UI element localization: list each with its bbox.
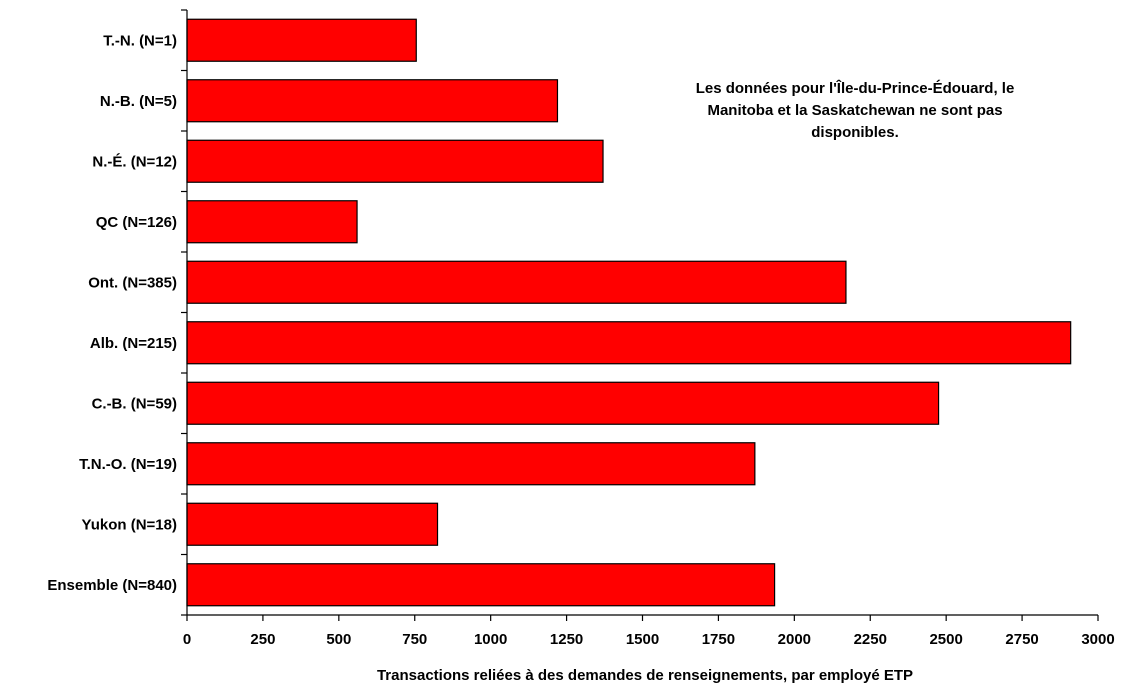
axes-group bbox=[181, 9, 1099, 621]
bar-2 bbox=[186, 139, 604, 183]
category-label: Ensemble (N=840) bbox=[47, 577, 177, 594]
category-label: Ont. (N=385) bbox=[88, 274, 177, 291]
category-label: T.N.-O. (N=19) bbox=[79, 456, 177, 473]
x-tick-label: 1500 bbox=[626, 631, 659, 648]
x-tick-label: 0 bbox=[183, 631, 191, 648]
bars-group bbox=[186, 18, 1072, 607]
x-tick-label: 2250 bbox=[854, 631, 887, 648]
x-tick-label: 500 bbox=[326, 631, 351, 648]
bar-8 bbox=[186, 502, 439, 546]
bar-0 bbox=[186, 18, 417, 62]
x-axis-title: Transactions reliées à des demandes de r… bbox=[377, 667, 913, 684]
x-tick-label: 2750 bbox=[1005, 631, 1038, 648]
category-labels-group: T.-N. (N=1) N.-B. (N=5) N.-É. (N=12) QC (N=… bbox=[47, 32, 177, 594]
bar-5 bbox=[186, 321, 1072, 365]
category-label: N.-B. (N=5) bbox=[100, 93, 177, 110]
x-tick-label: 250 bbox=[250, 631, 275, 648]
x-tick-label: 3000 bbox=[1081, 631, 1114, 648]
category-label: Yukon (N=18) bbox=[82, 516, 177, 533]
bar-6 bbox=[186, 381, 940, 425]
annotation-note: Les données pour l'Île-du-Prince-Édouard… bbox=[695, 80, 1015, 141]
x-tick-label: 2000 bbox=[778, 631, 811, 648]
category-label: N.-É. (N=12) bbox=[92, 153, 177, 170]
bar-9 bbox=[186, 563, 776, 607]
x-tick-label: 1250 bbox=[550, 631, 583, 648]
bar-7 bbox=[186, 442, 756, 486]
bar-1 bbox=[186, 79, 559, 123]
x-tick-labels-group: 0 250 500 750 1000 1250 1500 1750 2000 2250 2500 27… bbox=[183, 631, 1115, 648]
category-label: T.-N. (N=1) bbox=[103, 32, 177, 49]
category-label: QC (N=126) bbox=[96, 214, 177, 231]
bar-3 bbox=[186, 200, 358, 244]
category-label: Alb. (N=215) bbox=[90, 335, 177, 352]
x-tick-label: 1000 bbox=[474, 631, 507, 648]
bar-4 bbox=[186, 260, 847, 304]
category-label: C.-B. (N=59) bbox=[92, 395, 177, 412]
x-tick-label: 750 bbox=[402, 631, 427, 648]
x-tick-label: 2500 bbox=[929, 631, 962, 648]
x-tick-label: 1750 bbox=[702, 631, 735, 648]
